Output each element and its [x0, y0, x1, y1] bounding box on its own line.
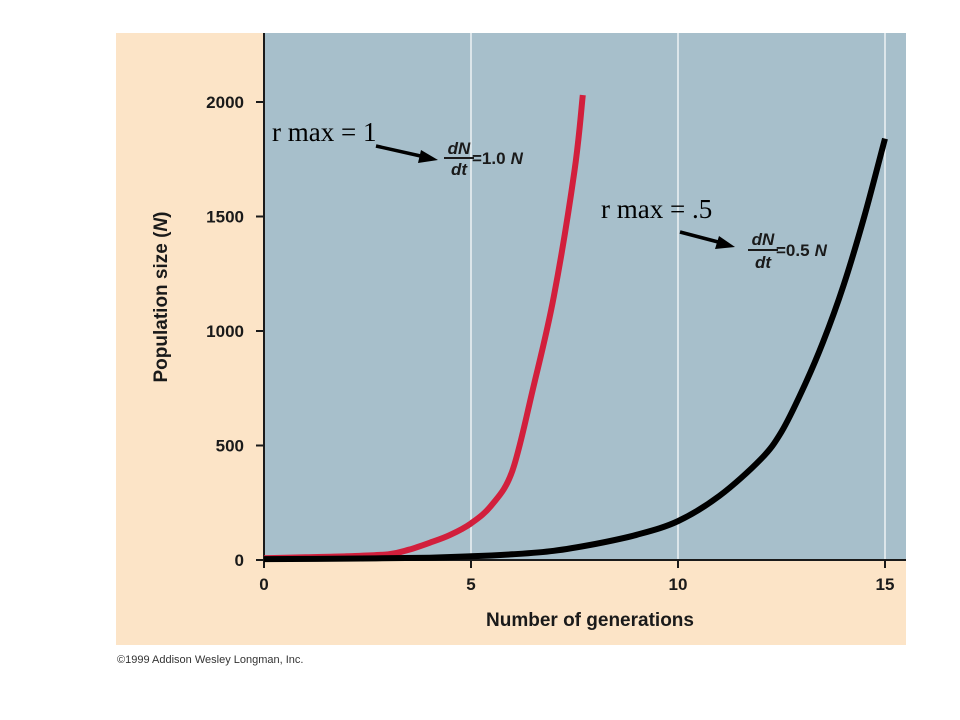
- eq-2-value: =0.5: [776, 241, 810, 260]
- rmax-1-label: r max = 1: [272, 117, 376, 147]
- eq-1-rhs: =1.0 N: [472, 149, 524, 168]
- annotation-rmax-05: r max = .5 dN dt =0.5 N: [601, 194, 828, 272]
- x-tick-label: 15: [876, 575, 895, 594]
- y-axis-title-text: Population size (: [151, 231, 172, 383]
- rmax-1-arrow-shaft: [375, 144, 426, 159]
- y-tick-label: 1000: [206, 322, 244, 341]
- annotation-rmax-1: r max = 1 dN dt =1.0 N: [272, 117, 524, 179]
- x-tick-label: 5: [466, 575, 475, 594]
- gridlines: [470, 33, 886, 560]
- eq-2-variable: N: [815, 241, 828, 260]
- eq-2-dt: dt: [755, 253, 772, 272]
- eq-1-value: =1.0: [472, 149, 506, 168]
- eq-2-rhs: =0.5 N: [776, 241, 828, 260]
- x-tick-label: 10: [669, 575, 688, 594]
- y-axis-title-close: ): [151, 211, 172, 217]
- y-tick-label: 1500: [206, 208, 244, 227]
- eq-2-dn: dN: [752, 230, 775, 249]
- tick-labels: 0 500 1000 1500 2000 0 5 10 15: [206, 93, 894, 594]
- eq-1-variable: N: [511, 149, 524, 168]
- eq-1-dn: dN: [448, 139, 471, 158]
- y-axis-title-variable: N: [151, 217, 172, 232]
- copyright-notice: ©1999 Addison Wesley Longman, Inc.: [117, 654, 304, 666]
- x-tick-label: 0: [259, 575, 268, 594]
- y-tick-label: 2000: [206, 93, 244, 112]
- plot-area: [264, 33, 906, 560]
- rmax-05-arrowhead: [715, 236, 735, 249]
- eq-1-dt: dt: [451, 160, 468, 179]
- y-axis-title: Population size (N): [151, 211, 172, 382]
- y-tick-label: 0: [235, 551, 244, 570]
- series-lines: [263, 94, 888, 563]
- series-rmax-05-line: [263, 137, 888, 563]
- rmax-05-label: r max = .5: [601, 194, 712, 224]
- y-tick-label: 500: [216, 437, 244, 456]
- rmax-1-arrowhead: [418, 150, 438, 163]
- rmax-05-arrow-shaft: [679, 230, 723, 245]
- x-axis-title: Number of generations: [486, 610, 694, 631]
